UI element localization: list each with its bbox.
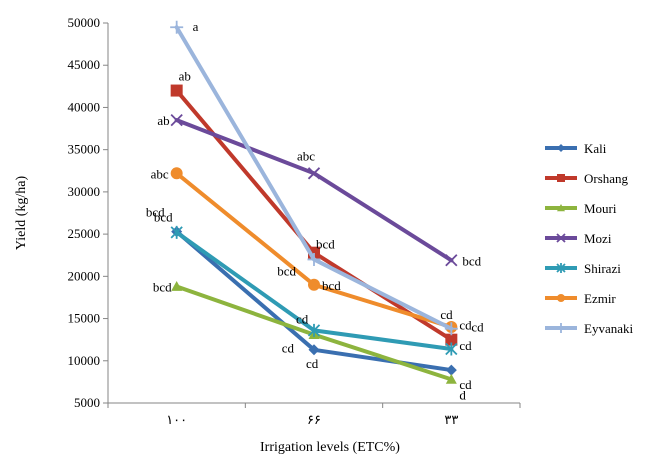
data-point xyxy=(445,342,458,356)
y-tick-label: 40000 xyxy=(68,99,101,114)
legend-item-eyvanaki: Eyvanaki xyxy=(545,321,633,336)
significance-letter: abc xyxy=(297,148,315,163)
y-tick-label: 10000 xyxy=(68,353,101,368)
y-tick-label: 30000 xyxy=(68,184,101,199)
legend-label: Shirazi xyxy=(584,261,621,276)
series-lines xyxy=(170,20,458,384)
x-axis-title: Irrigation levels (ETC%) xyxy=(260,440,400,455)
y-tick-label: 35000 xyxy=(68,142,101,157)
series-orshang xyxy=(170,84,458,346)
legend-label: Kali xyxy=(584,141,607,156)
data-point xyxy=(170,225,183,239)
significance-letter: cd xyxy=(296,311,309,326)
significance-letter: bcd xyxy=(316,237,335,252)
series-shirazi xyxy=(170,225,458,356)
data-point xyxy=(308,278,320,291)
data-point xyxy=(308,344,320,356)
series-mozi xyxy=(170,113,458,267)
legend-item-mouri: Mouri xyxy=(545,201,617,216)
legend-item-ezmir: Ezmir xyxy=(545,291,616,306)
significance-letter: bcd xyxy=(462,253,481,268)
data-point xyxy=(445,254,458,267)
legend-item-kali: Kali xyxy=(545,141,607,156)
significance-letter: bcd xyxy=(322,278,341,293)
significance-letter: cd xyxy=(471,320,484,335)
legend-label: Mozi xyxy=(584,231,612,246)
x-tick-label: ۶۶ xyxy=(307,412,321,427)
legend-marker xyxy=(557,174,565,182)
y-tick-label: 25000 xyxy=(68,226,101,241)
data-point xyxy=(445,373,457,384)
legend-item-mozi: Mozi xyxy=(545,231,612,246)
significance-letter: cd xyxy=(282,341,295,356)
x-tick-labels: ۱۰۰ ۶۶ ۳۳ xyxy=(107,403,521,427)
significance-letter: cd xyxy=(440,307,453,322)
significance-letter: bcd xyxy=(277,263,296,278)
y-tick-label: 15000 xyxy=(68,311,101,326)
y-tick-labels: 5000 10000 15000 20000 25000 30000 35000 40000 4… xyxy=(68,15,108,410)
significance-letter: cd xyxy=(306,356,319,371)
axes xyxy=(107,23,520,404)
legend-marker xyxy=(556,323,566,333)
legend-label: Mouri xyxy=(584,201,617,216)
data-point xyxy=(444,322,458,336)
y-tick-label: 20000 xyxy=(68,268,101,283)
data-point xyxy=(445,333,458,346)
significance-letter: cd xyxy=(459,318,472,333)
data-point xyxy=(170,20,184,34)
legend-label: Orshang xyxy=(584,171,629,186)
data-point xyxy=(445,364,457,376)
data-point xyxy=(307,252,321,266)
significance-letter: d xyxy=(459,387,466,402)
significance-letter: bcd xyxy=(154,209,173,224)
y-tick-label: 50000 xyxy=(68,15,101,30)
legend-item-shirazi: Shirazi xyxy=(545,261,621,276)
legend-marker xyxy=(556,263,566,273)
significance-letter: bcd xyxy=(153,279,172,294)
data-point xyxy=(170,113,183,127)
legend-item-orshang: Orshang xyxy=(545,171,629,186)
significance-letter: ab xyxy=(179,69,191,84)
significance-letter: ab xyxy=(157,113,169,128)
x-tick-label: ۱۰۰ xyxy=(166,412,187,427)
data-point xyxy=(171,280,183,291)
x-tick-label: ۳۳ xyxy=(444,412,458,427)
significance-letter: cd xyxy=(459,377,472,392)
legend-marker xyxy=(557,294,565,302)
y-axis-title: Yield (kg/ha) xyxy=(14,176,29,251)
data-point xyxy=(170,167,183,180)
legend: Kali Orshang Mouri Mozi Shirazi Ezmir Eyvanaki xyxy=(545,141,633,336)
significance-letter: bcd xyxy=(146,205,165,220)
y-tick-label: 5000 xyxy=(74,395,100,410)
data-point xyxy=(170,84,183,97)
significance-letters: bcdcdcdabbcdcdbcdcddababcbcdbcdcdcdabcbc… xyxy=(146,19,484,402)
y-tick-label: 45000 xyxy=(68,57,101,72)
significance-letter: cd xyxy=(459,338,472,353)
legend-marker xyxy=(556,233,566,243)
legend-label: Eyvanaki xyxy=(584,321,633,336)
significance-letter: a xyxy=(193,19,199,34)
data-point xyxy=(307,167,321,180)
legend-marker xyxy=(557,144,565,152)
data-point xyxy=(307,323,321,337)
series-eyvanaki xyxy=(170,20,458,336)
legend-label: Ezmir xyxy=(584,291,616,306)
significance-letter: abc xyxy=(151,166,169,181)
legend-marker xyxy=(557,204,565,212)
